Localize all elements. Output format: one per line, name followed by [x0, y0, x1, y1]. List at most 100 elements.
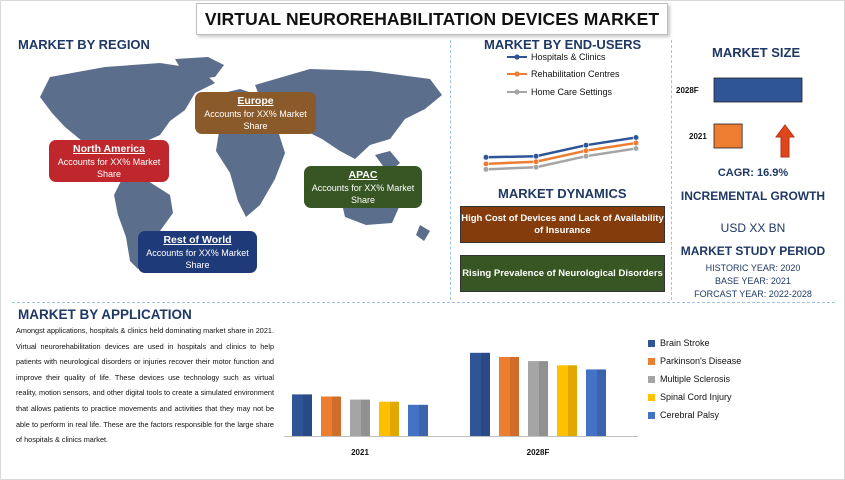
application-heading: MARKET BY APPLICATION	[18, 307, 192, 322]
size-bar-label-2028: 2028F	[676, 86, 699, 95]
series-point	[482, 154, 490, 161]
dynamics-heading: MARKET DYNAMICS	[498, 186, 627, 201]
region-card-apac: APAC Accounts for XX% Market Share	[304, 166, 422, 208]
dynamics-challenge-text: High Cost of Devices and Lack of Availab…	[461, 212, 664, 236]
legend-label: Home Care Settings	[531, 87, 613, 97]
region-card-north-america: North America Accounts for XX% Market Sh…	[49, 140, 169, 182]
legend-swatch	[648, 357, 655, 365]
legend-label: Hospitals & Clinics	[531, 52, 606, 62]
x-tick-label: 2028F	[527, 448, 550, 457]
incremental-growth-heading: INCREMENTAL GROWTH	[680, 189, 826, 203]
x-tick-label: 2021	[351, 448, 369, 457]
application-bar-chart: 2021 2028F	[284, 352, 638, 457]
size-bar	[713, 77, 803, 103]
region-name: Europe	[237, 95, 274, 107]
size-bar-label-2021: 2021	[689, 132, 707, 141]
legend-item: Brain Stroke	[648, 338, 710, 348]
series-point	[482, 160, 490, 168]
region-heading: MARKET BY REGION	[18, 37, 150, 52]
application-bar	[379, 401, 399, 436]
study-period-heading: MARKET STUDY PERIOD	[680, 244, 826, 258]
dynamics-driver-box: Rising Prevalence of Neurological Disord…	[460, 255, 665, 292]
legend-item: Multiple Sclerosis	[648, 374, 730, 384]
divider-horizontal	[12, 302, 835, 303]
region-share-text: Accounts for XX% Market Share	[311, 183, 415, 205]
legend-item: Spinal Cord Injury	[648, 392, 732, 402]
series-point	[582, 147, 590, 154]
series-point	[632, 134, 640, 141]
historic-year-text: HISTORIC YEAR: 2020	[705, 263, 801, 273]
legend-label: Rehabilitation Centres	[531, 69, 620, 79]
application-bar-shade	[419, 404, 428, 436]
application-bar-shade	[568, 365, 577, 436]
legend-swatch	[648, 339, 655, 347]
end-users-legend-rehab: Rehabilitation Centres	[507, 69, 620, 79]
region-name: Rest of World	[163, 234, 232, 246]
legend-swatch	[648, 411, 655, 419]
region-share-text: Accounts for XX% Market Share	[146, 248, 249, 270]
legend-item: Cerebral Palsy	[648, 410, 719, 420]
legend-item: Parkinson's Disease	[648, 356, 741, 366]
application-bar	[321, 396, 341, 436]
region-share-text: Accounts for XX% Market Share	[57, 157, 161, 179]
application-bar-shade	[597, 369, 606, 436]
application-bar	[557, 365, 577, 436]
series-line-1	[485, 141, 637, 166]
series-point	[582, 153, 590, 160]
series-point	[632, 145, 640, 152]
region-card-rest-of-world: Rest of World Accounts for XX% Market Sh…	[138, 231, 257, 273]
dynamics-driver-text: Rising Prevalence of Neurological Disord…	[462, 267, 663, 279]
application-bar	[292, 394, 312, 436]
legend-label: Spinal Cord Injury	[660, 392, 732, 402]
application-bar-shade	[390, 401, 399, 436]
application-bar	[528, 361, 548, 436]
forecast-year-text: FORCAST YEAR: 2022-2028	[694, 289, 812, 299]
application-bar-shade	[332, 396, 341, 436]
market-size-heading: MARKET SIZE	[712, 45, 801, 60]
growth-arrow-icon	[775, 124, 795, 158]
series-point	[632, 139, 640, 147]
application-bar-shade	[510, 356, 519, 436]
legend-swatch	[648, 375, 655, 383]
legend-swatch	[648, 393, 655, 401]
end-users-legend-hospitals: Hospitals & Clinics	[507, 52, 606, 62]
cagr-text: CAGR: 16.9%	[717, 167, 789, 179]
series-point	[532, 164, 540, 171]
application-bar	[499, 356, 519, 436]
legend-label: Parkinson's Disease	[660, 356, 742, 366]
incremental-growth-value: USD XX BN	[720, 221, 786, 235]
series-point	[532, 153, 540, 160]
page-title: VIRTUAL NEUROREHABILITATION DEVICES MARK…	[204, 8, 660, 29]
divider-vertical-1	[450, 40, 451, 300]
legend-label: Brain Stroke	[660, 338, 710, 348]
application-bar	[470, 352, 490, 436]
market-size-bar-chart	[713, 77, 803, 149]
size-bar	[713, 123, 743, 149]
divider-vertical-2	[671, 40, 672, 300]
series-point	[482, 166, 490, 173]
base-year-text: BASE YEAR: 2021	[715, 276, 791, 286]
end-users-heading: MARKET BY END-USERS	[484, 37, 642, 52]
application-bar	[408, 404, 428, 436]
region-share-text: Accounts for XX% Market Share	[204, 109, 307, 131]
legend-label: Multiple Sclerosis	[660, 374, 731, 384]
application-bar-shade	[361, 399, 370, 436]
region-name: APAC	[348, 169, 378, 181]
application-description: Amongst applications, hospitals & clinic…	[16, 326, 274, 445]
application-bar-shade	[539, 361, 548, 436]
end-users-line-chart	[482, 134, 640, 173]
dynamics-challenge-box: High Cost of Devices and Lack of Availab…	[460, 206, 665, 243]
series-point	[532, 158, 540, 165]
series-line-2	[485, 147, 637, 171]
series-point	[582, 142, 590, 149]
series-line-0	[485, 136, 637, 159]
application-bar	[586, 369, 606, 436]
region-name: North America	[73, 143, 145, 155]
end-users-legend-homecare: Home Care Settings	[507, 87, 612, 97]
title-box: VIRTUAL NEUROREHABILITATION DEVICES MARK…	[196, 3, 668, 35]
application-bar	[350, 399, 370, 436]
region-card-europe: Europe Accounts for XX% Market Share	[195, 92, 316, 134]
application-bar-shade	[303, 394, 312, 436]
application-bar-shade	[481, 352, 490, 436]
legend-label: Cerebral Palsy	[660, 410, 720, 420]
